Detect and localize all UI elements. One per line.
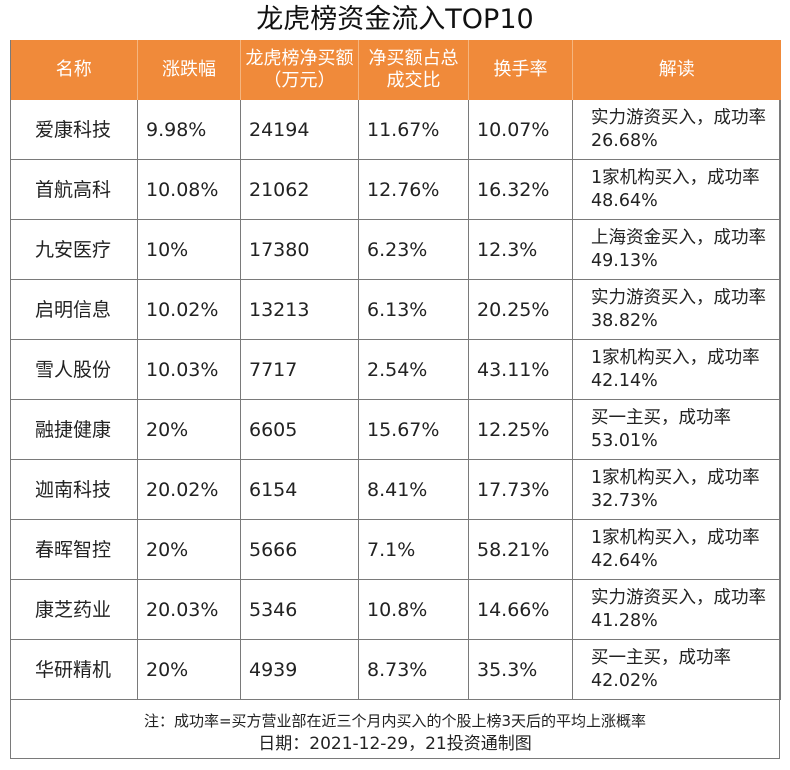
page-title: 龙虎榜资金流入TOP10 xyxy=(256,4,534,35)
stock-name-cell: 春晖智控 xyxy=(10,519,138,580)
turnover-rate-cell: 12.3% xyxy=(468,219,573,280)
change-pct-cell: 10.03% xyxy=(137,339,241,400)
net-buy-amount-cell: 13213 xyxy=(240,279,359,340)
stock-name-cell: 首航高科 xyxy=(10,159,138,220)
table-row: 华研精机 20% 4939 8.73% 35.3% 买一主买，成功率42.02% xyxy=(10,639,781,700)
turnover-rate-cell: 20.25% xyxy=(468,279,573,340)
net-buy-ratio-cell: 6.13% xyxy=(358,279,469,340)
header-interpret: 解读 xyxy=(572,40,781,100)
interpretation-cell: 实力游资买入，成功率41.28% xyxy=(572,579,781,640)
data-table: 名称 涨跌幅 龙虎榜净买额（万元） 净买额占总成交比 换手率 解读 爱康科技 9.… xyxy=(10,40,781,700)
turnover-rate-cell: 43.11% xyxy=(468,339,573,400)
net-buy-ratio-cell: 6.23% xyxy=(358,219,469,280)
table-row: 春晖智控 20% 5666 7.1% 58.21% 1家机构买入，成功率42.64% xyxy=(10,519,781,580)
header-change: 涨跌幅 xyxy=(137,40,241,100)
turnover-rate-cell: 14.66% xyxy=(468,579,573,640)
net-buy-amount-cell: 21062 xyxy=(240,159,359,220)
change-pct-cell: 10% xyxy=(137,219,241,280)
net-buy-ratio-cell: 2.54% xyxy=(358,339,469,400)
header-net-buy: 龙虎榜净买额（万元） xyxy=(240,40,359,100)
table-row: 首航高科 10.08% 21062 12.76% 16.32% 1家机构买入，成功率48.… xyxy=(10,159,781,220)
interpretation-cell: 上海资金买入，成功率49.13% xyxy=(572,219,781,280)
table-row: 爱康科技 9.98% 24194 11.67% 10.07% 实力游资买入，成功率26.6… xyxy=(10,100,781,160)
stock-name-cell: 迦南科技 xyxy=(10,459,138,520)
turnover-rate-cell: 58.21% xyxy=(468,519,573,580)
change-pct-cell: 20% xyxy=(137,399,241,460)
table-row: 雪人股份 10.03% 7717 2.54% 43.11% 1家机构买入，成功率42.14… xyxy=(10,339,781,400)
table-header-row: 名称 涨跌幅 龙虎榜净买额（万元） 净买额占总成交比 换手率 解读 xyxy=(10,40,781,100)
interpretation-cell: 实力游资买入，成功率26.68% xyxy=(572,100,781,160)
change-pct-cell: 9.98% xyxy=(137,100,241,160)
net-buy-amount-cell: 17380 xyxy=(240,219,359,280)
stock-name-cell: 启明信息 xyxy=(10,279,138,340)
stock-name-cell: 爱康科技 xyxy=(10,100,138,160)
interpretation-cell: 1家机构买入，成功率42.64% xyxy=(572,519,781,580)
net-buy-amount-cell: 24194 xyxy=(240,100,359,160)
interpretation-cell: 1家机构买入，成功率42.14% xyxy=(572,339,781,400)
change-pct-cell: 10.08% xyxy=(137,159,241,220)
turnover-rate-cell: 16.32% xyxy=(468,159,573,220)
net-buy-ratio-cell: 12.76% xyxy=(358,159,469,220)
turnover-rate-cell: 12.25% xyxy=(468,399,573,460)
change-pct-cell: 10.02% xyxy=(137,279,241,340)
footnote: 注：成功率=买方营业部在近三个月内买入的个股上榜3天后的平均上涨概率 xyxy=(143,712,647,730)
date-credit: 日期：2021-12-29，21投资通制图 xyxy=(258,734,532,754)
net-buy-amount-cell: 7717 xyxy=(240,339,359,400)
interpretation-cell: 1家机构买入，成功率48.64% xyxy=(572,159,781,220)
net-buy-ratio-cell: 8.41% xyxy=(358,459,469,520)
change-pct-cell: 20% xyxy=(137,519,241,580)
table-row: 九安医疗 10% 17380 6.23% 12.3% 上海资金买入，成功率49.13% xyxy=(10,219,781,280)
turnover-rate-cell: 17.73% xyxy=(468,459,573,520)
turnover-rate-cell: 10.07% xyxy=(468,100,573,160)
change-pct-cell: 20% xyxy=(137,639,241,700)
net-buy-amount-cell: 5666 xyxy=(240,519,359,580)
net-buy-ratio-cell: 15.67% xyxy=(358,399,469,460)
stock-name-cell: 九安医疗 xyxy=(10,219,138,280)
net-buy-ratio-cell: 7.1% xyxy=(358,519,469,580)
net-buy-ratio-cell: 8.73% xyxy=(358,639,469,700)
interpretation-cell: 买一主买，成功率42.02% xyxy=(572,639,781,700)
change-pct-cell: 20.02% xyxy=(137,459,241,520)
net-buy-amount-cell: 4939 xyxy=(240,639,359,700)
interpretation-cell: 实力游资买入，成功率38.82% xyxy=(572,279,781,340)
interpretation-cell: 1家机构买入，成功率32.73% xyxy=(572,459,781,520)
net-buy-amount-cell: 6605 xyxy=(240,399,359,460)
table-row: 迦南科技 20.02% 6154 8.41% 17.73% 1家机构买入，成功率32.73… xyxy=(10,459,781,520)
table-row: 康芝药业 20.03% 5346 10.8% 14.66% 实力游资买入，成功率41.28… xyxy=(10,579,781,640)
stock-name-cell: 康芝药业 xyxy=(10,579,138,640)
header-ratio: 净买额占总成交比 xyxy=(358,40,469,100)
table-row: 启明信息 10.02% 13213 6.13% 20.25% 实力游资买入，成功率38.8… xyxy=(10,279,781,340)
header-name: 名称 xyxy=(10,40,138,100)
interpretation-cell: 买一主买，成功率53.01% xyxy=(572,399,781,460)
header-turnover: 换手率 xyxy=(468,40,573,100)
stock-name-cell: 融捷健康 xyxy=(10,399,138,460)
turnover-rate-cell: 35.3% xyxy=(468,639,573,700)
net-buy-amount-cell: 6154 xyxy=(240,459,359,520)
stock-name-cell: 雪人股份 xyxy=(10,339,138,400)
change-pct-cell: 20.03% xyxy=(137,579,241,640)
net-buy-amount-cell: 5346 xyxy=(240,579,359,640)
stock-name-cell: 华研精机 xyxy=(10,639,138,700)
net-buy-ratio-cell: 11.67% xyxy=(358,100,469,160)
table-row: 融捷健康 20% 6605 15.67% 12.25% 买一主买，成功率53.01% xyxy=(10,399,781,460)
net-buy-ratio-cell: 10.8% xyxy=(358,579,469,640)
